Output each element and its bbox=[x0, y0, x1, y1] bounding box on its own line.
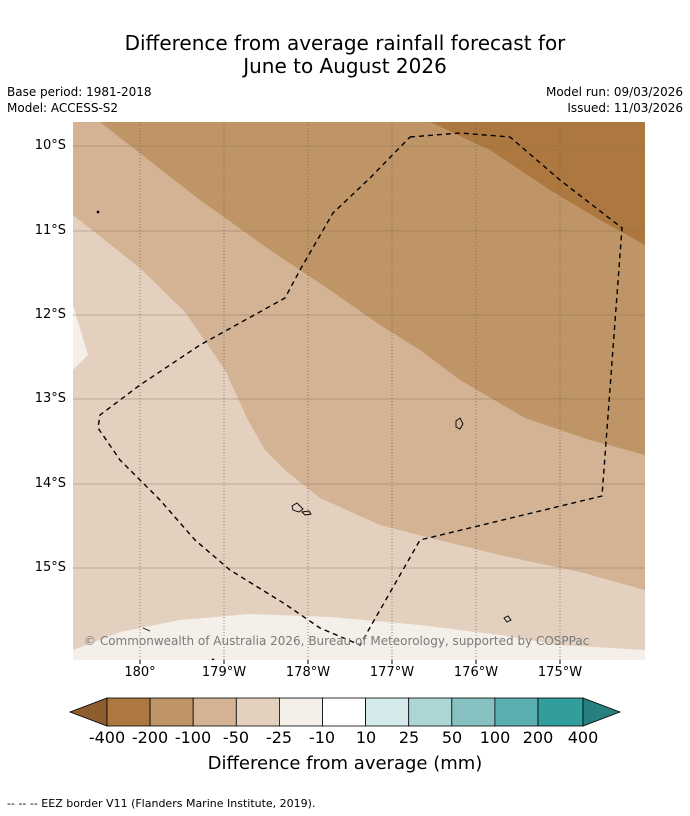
island-shape bbox=[455, 417, 464, 430]
lat-label: 13°S bbox=[34, 391, 66, 406]
base-period: Base period: 1981-2018 bbox=[7, 85, 152, 99]
colorbar-label: -100 bbox=[174, 728, 212, 747]
colorbar-label: 200 bbox=[522, 728, 554, 747]
colorbar-label: 400 bbox=[567, 728, 599, 747]
colorbar-label: 100 bbox=[479, 728, 511, 747]
lon-label: 175°W bbox=[537, 665, 583, 680]
colorbar-label: -50 bbox=[222, 728, 250, 747]
lat-label: 14°S bbox=[34, 476, 66, 491]
colorbar-swatch bbox=[322, 697, 366, 727]
band-minus-10-south bbox=[73, 614, 645, 660]
colorbar-title: Difference from average (mm) bbox=[207, 753, 483, 774]
band-minus-200 bbox=[430, 122, 645, 245]
colorbar-extend-low bbox=[68, 697, 108, 727]
model-run: Model run: 09/03/2026 bbox=[545, 85, 683, 99]
latitude-gridlines bbox=[73, 145, 645, 569]
colorbar-swatch bbox=[494, 697, 539, 727]
island-shape bbox=[301, 510, 312, 516]
title-line-2: June to August 2026 bbox=[243, 54, 447, 78]
lat-label: 12°S bbox=[34, 307, 66, 322]
lat-label: 11°S bbox=[34, 223, 66, 238]
model-name: Model: ACCESS-S2 bbox=[7, 101, 119, 115]
lon-label: 180° bbox=[124, 665, 156, 680]
colorbar-label: 50 bbox=[441, 728, 463, 747]
meta-left: Base period: 1981-2018 Model: ACCESS-S2 bbox=[7, 84, 152, 116]
lon-tick-marks bbox=[139, 660, 561, 664]
lon-label: 177°W bbox=[369, 665, 415, 680]
colorbar bbox=[68, 697, 622, 727]
colorbar-swatch bbox=[451, 697, 496, 727]
colorbar-swatch bbox=[537, 697, 584, 727]
colorbar-swatch bbox=[235, 697, 280, 727]
colorbar-label: -25 bbox=[265, 728, 293, 747]
colorbar-swatch bbox=[365, 697, 410, 727]
colorbar-label: -10 bbox=[308, 728, 336, 747]
band-minus-10-west bbox=[73, 305, 88, 370]
colorbar-label: -400 bbox=[88, 728, 126, 747]
meta-right: Model run: 09/03/2026 Issued: 11/03/2026 bbox=[546, 84, 683, 116]
island-shape bbox=[291, 502, 304, 513]
colorbar-swatch bbox=[149, 697, 194, 727]
island-dot bbox=[96, 210, 100, 214]
band-minus-100 bbox=[100, 122, 645, 455]
lon-label: 178°W bbox=[285, 665, 331, 680]
colorbar-label: 25 bbox=[398, 728, 420, 747]
rainfall-map: © Commonwealth of Australia 2026, Bureau… bbox=[73, 122, 645, 660]
lon-label: 179°W bbox=[201, 665, 247, 680]
islands bbox=[96, 210, 512, 660]
colorbar-swatch bbox=[192, 697, 237, 727]
island-shape bbox=[503, 615, 512, 623]
island-shape bbox=[142, 627, 151, 632]
island-dot bbox=[211, 658, 215, 660]
colorbar-label: -200 bbox=[131, 728, 169, 747]
colorbar-swatch bbox=[408, 697, 453, 727]
colorbar-label: 10 bbox=[355, 728, 377, 747]
lat-label: 10°S bbox=[34, 138, 66, 153]
eez-legend: -- -- -- EEZ border V11 (Flanders Marine… bbox=[7, 797, 316, 810]
lon-label: 176°W bbox=[453, 665, 499, 680]
colorbar-swatch bbox=[106, 697, 151, 727]
title-line-1: Difference from average rainfall forecas… bbox=[124, 31, 566, 55]
issued-date: Issued: 11/03/2026 bbox=[567, 101, 683, 115]
copyright-text: © Commonwealth of Australia 2026, Bureau… bbox=[84, 634, 589, 648]
colorbar-extend-high bbox=[582, 697, 622, 727]
colorbar-swatch bbox=[278, 697, 323, 727]
eez-border bbox=[97, 132, 623, 646]
lat-label: 15°S bbox=[34, 560, 66, 575]
